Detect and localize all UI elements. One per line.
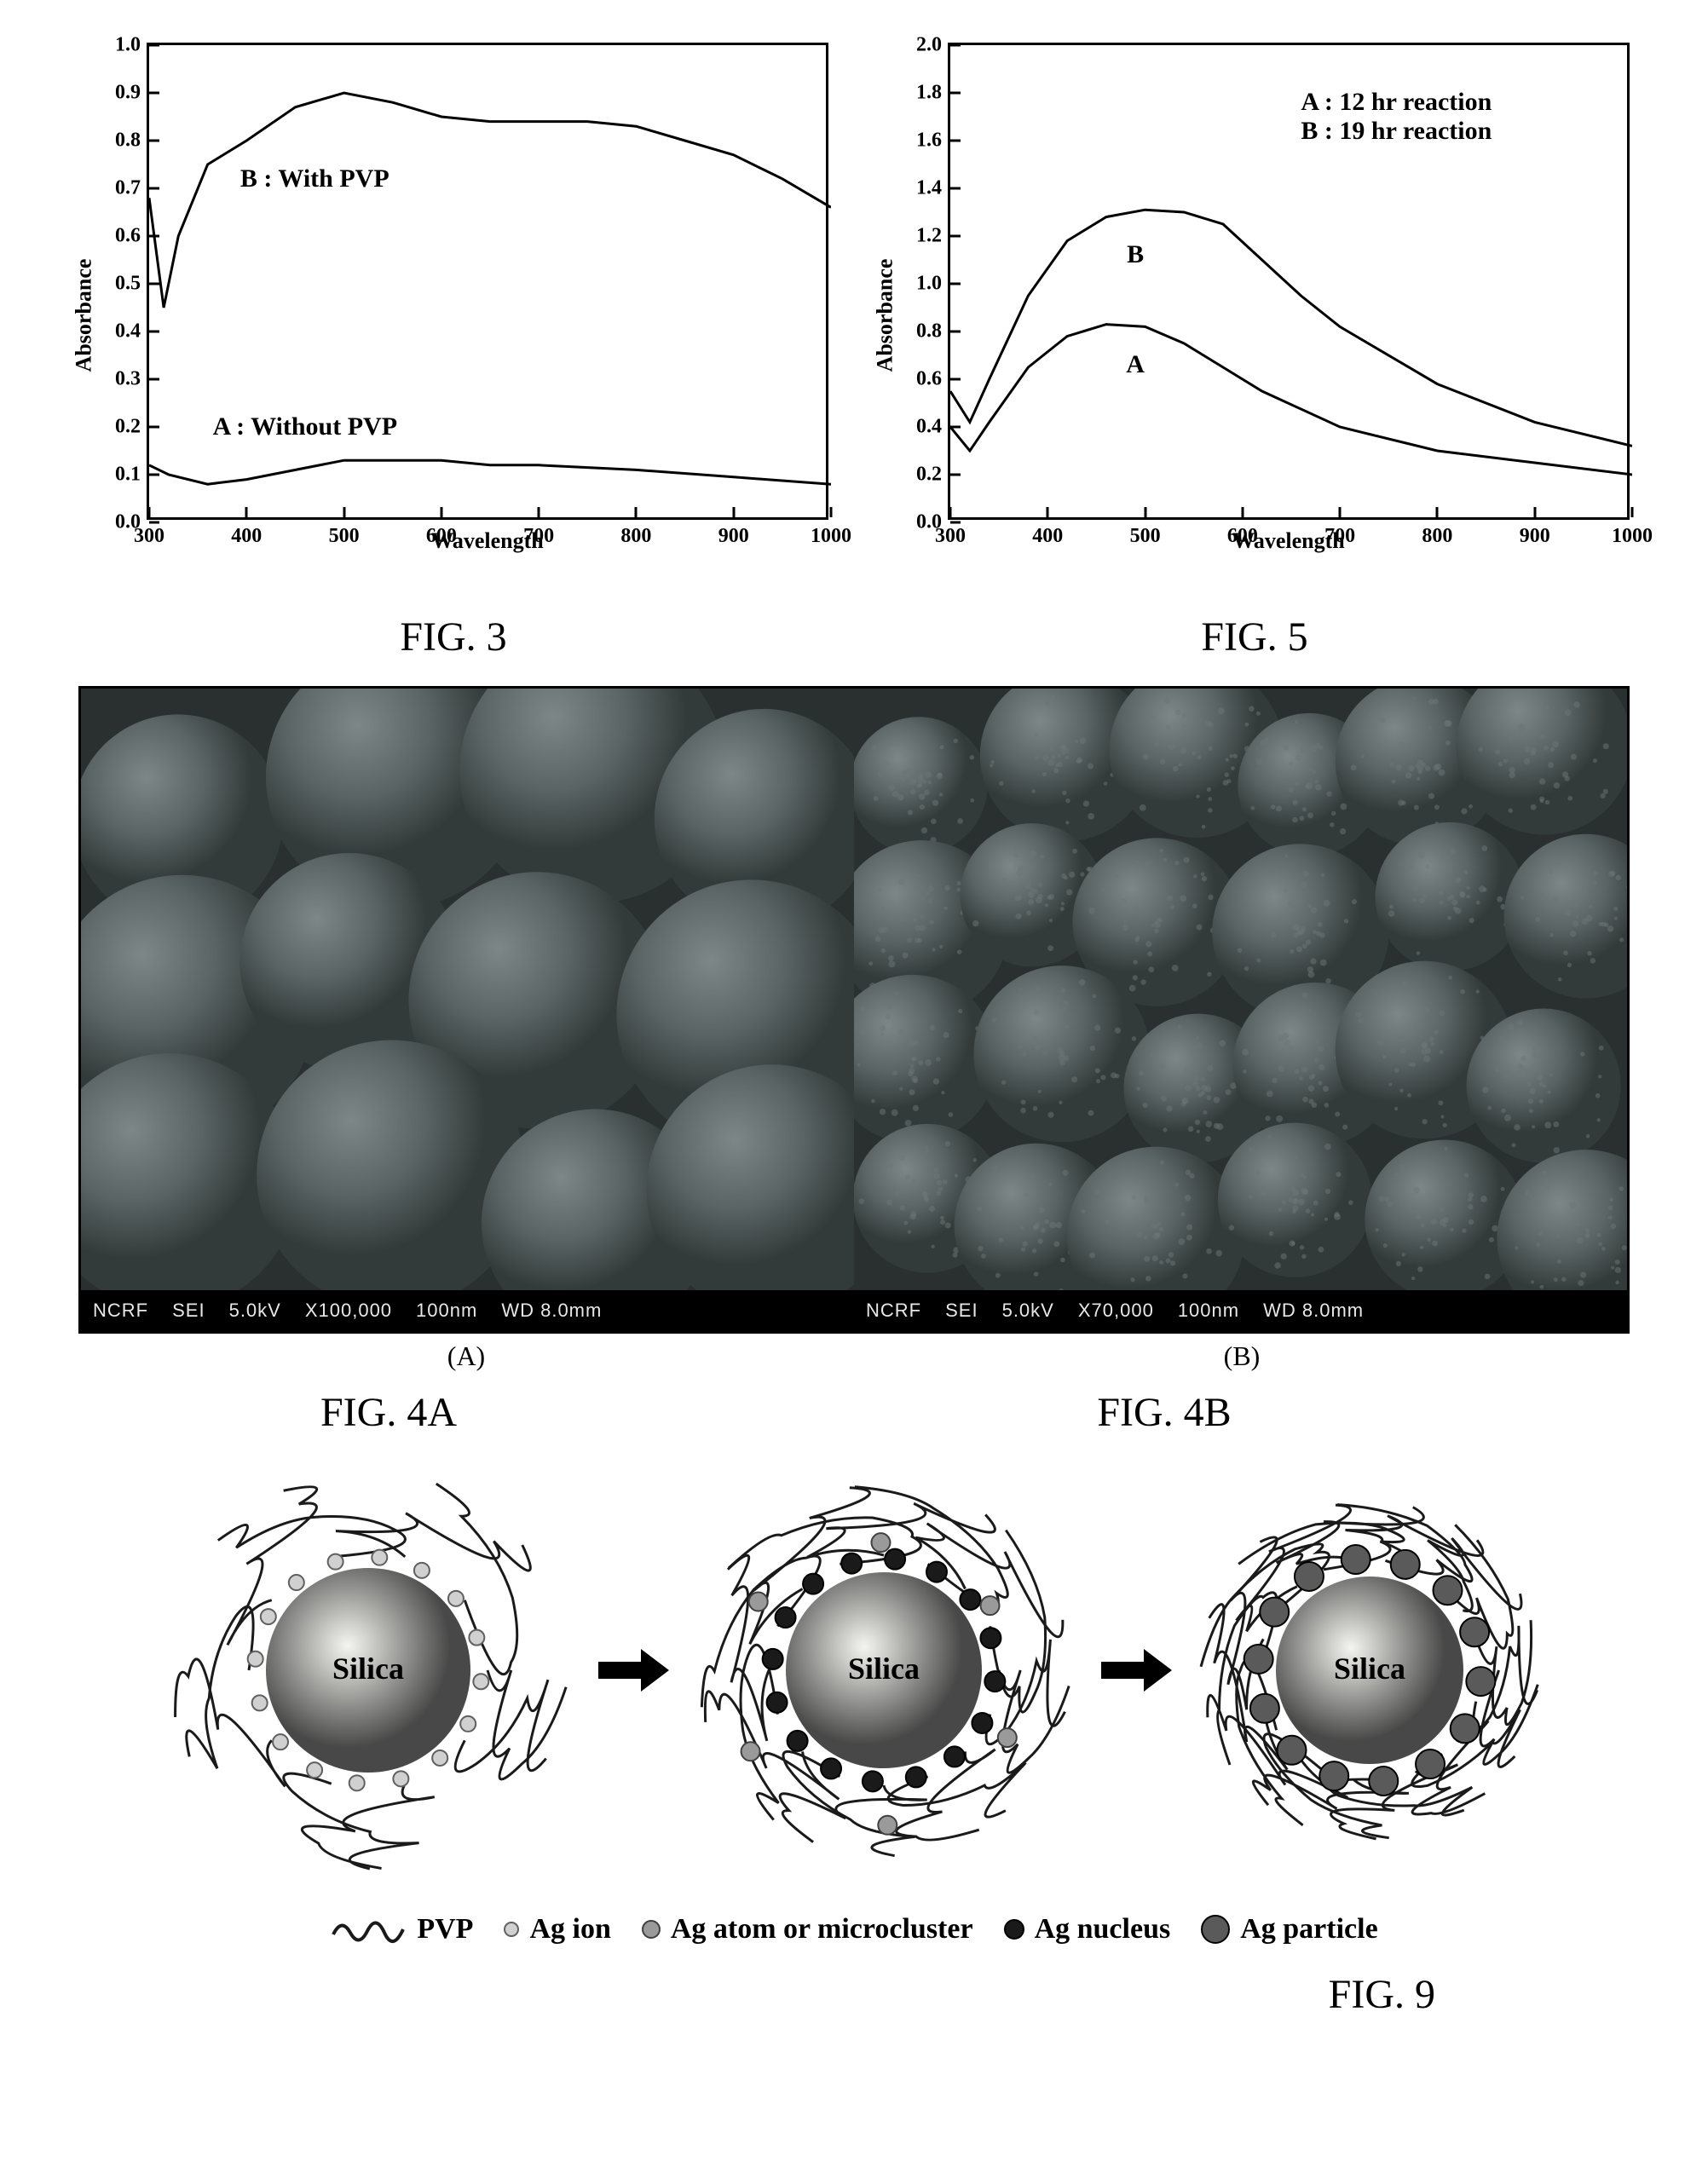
- fig4a-infobar: NCRF SEI 5.0kV X100,000 100nm WD 8.0mm: [81, 1290, 854, 1331]
- fig4b-infobar: NCRF SEI 5.0kV X70,000 100nm WD 8.0mm: [854, 1290, 1627, 1331]
- svg-text:Silica: Silica: [1334, 1652, 1405, 1686]
- infobar-scale: 100nm: [416, 1300, 477, 1322]
- legend-item-ion: Ag ion: [504, 1913, 610, 1946]
- infobar-org: NCRF: [866, 1300, 921, 1322]
- legend-label: Ag particle: [1240, 1913, 1377, 1946]
- fig4-sem-panel: NCRF SEI 5.0kV X100,000 100nm WD 8.0mm N…: [78, 686, 1630, 1334]
- legend-item-particle: Ag particle: [1201, 1913, 1377, 1946]
- fig4a-sublabel: (A): [78, 1340, 854, 1372]
- legend-item-atom: Ag atom or microcluster: [642, 1913, 973, 1946]
- legend-item-nucleus: Ag nucleus: [1004, 1913, 1171, 1946]
- infobar-org: NCRF: [93, 1300, 148, 1322]
- svg-text:Silica: Silica: [848, 1652, 920, 1686]
- fig9-diagram: Silica Silica Silica: [51, 1470, 1657, 1871]
- infobar-wd: WD 8.0mm: [1263, 1300, 1364, 1322]
- fig4b-image: [854, 689, 1627, 1290]
- legend-label: Ag ion: [529, 1913, 610, 1946]
- legend-label: Ag atom or microcluster: [671, 1913, 973, 1946]
- fig9-legend: PVP Ag ion Ag atom or microcluster Ag nucle…: [51, 1913, 1657, 1946]
- fig4a-image: [81, 689, 854, 1290]
- infobar-mag: X100,000: [305, 1300, 392, 1322]
- legend-label: PVP: [417, 1913, 473, 1946]
- fig5-panel: Absorbance 0.00.20.40.60.81.01.21.41.61.…: [871, 34, 1638, 660]
- fig4b-sublabel: (B): [854, 1340, 1630, 1372]
- infobar-mode: SEI: [172, 1300, 205, 1322]
- infobar-kv: 5.0kV: [1002, 1300, 1054, 1322]
- fig4b-caption: FIG. 4B: [699, 1389, 1630, 1436]
- fig3-panel: Absorbance 0.00.10.20.30.40.50.60.70.80.…: [70, 34, 837, 660]
- infobar-wd: WD 8.0mm: [501, 1300, 602, 1322]
- infobar-scale: 100nm: [1178, 1300, 1239, 1322]
- legend-label: Ag nucleus: [1035, 1913, 1171, 1946]
- fig9-caption: FIG. 9: [51, 1971, 1657, 2018]
- fig3-caption: FIG. 3: [70, 614, 837, 660]
- fig3-plot-area: 0.00.10.20.30.40.50.60.70.80.91.03004005…: [147, 43, 828, 520]
- infobar-kv: 5.0kV: [229, 1300, 281, 1322]
- infobar-mode: SEI: [945, 1300, 978, 1322]
- fig4a-caption: FIG. 4A: [78, 1389, 699, 1436]
- infobar-mag: X70,000: [1078, 1300, 1154, 1322]
- fig5-plot-area: 0.00.20.40.60.81.01.21.41.61.82.03004005…: [948, 43, 1630, 520]
- legend-item-pvp: PVP: [330, 1913, 473, 1946]
- fig5-caption: FIG. 5: [871, 614, 1638, 660]
- svg-text:Silica: Silica: [332, 1652, 404, 1686]
